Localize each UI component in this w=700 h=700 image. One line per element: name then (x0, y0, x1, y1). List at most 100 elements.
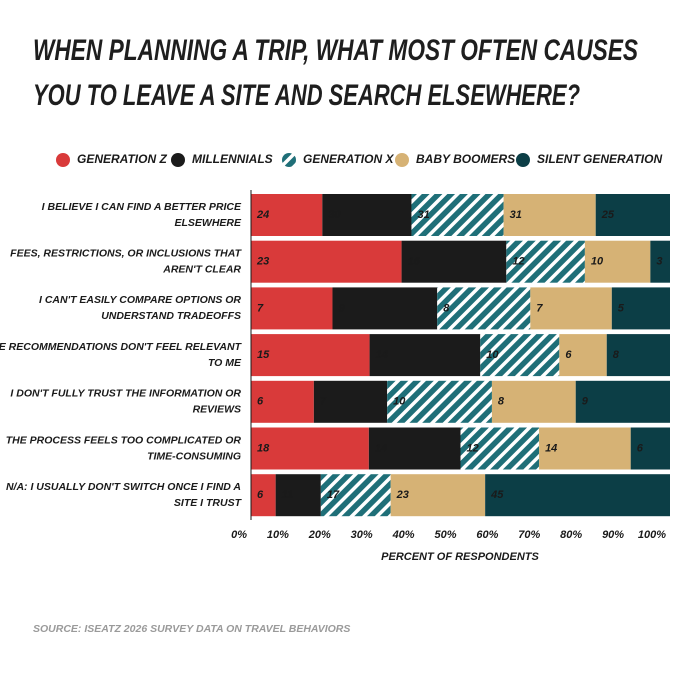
category-label: N/A: I USUALLY DON'T SWITCH ONCE I FIND … (6, 481, 241, 493)
bar-segment (275, 474, 321, 517)
category-label: UNDERSTAND TRADEOFFS (101, 310, 241, 322)
data-label: 16 (408, 256, 421, 268)
data-label: 31 (510, 209, 522, 221)
bar-segment (650, 240, 670, 283)
chart-title: WHEN PLANNING A TRIP, WHAT MOST OFTEN CA… (33, 34, 638, 67)
category-label: TIME-CONSUMING (147, 450, 241, 462)
bar-segment (437, 287, 531, 330)
category-label: ELSEWHERE (174, 217, 242, 229)
bar-segment (251, 194, 323, 236)
category-label: THE PROCESS FEELS TOO COMPLICATED OR (6, 434, 242, 446)
data-label: 14 (376, 349, 388, 361)
bar-segment (630, 427, 670, 470)
bar-segment (491, 380, 576, 423)
data-label: 10 (591, 256, 604, 268)
data-label: 11 (282, 489, 293, 501)
category-label: FEES, RESTRICTIONS, OR INCLUSIONS THAT (10, 247, 242, 259)
data-label: 12 (512, 256, 524, 268)
x-tick-label: 40% (392, 529, 415, 541)
bar-segment (251, 380, 314, 423)
bar-segment (251, 474, 276, 517)
bar-segment (368, 427, 461, 470)
legend-swatch (282, 153, 296, 167)
data-label: 45 (490, 489, 504, 501)
data-label: 17 (327, 489, 340, 501)
data-label: 6 (637, 442, 644, 454)
data-label: 10 (393, 396, 406, 408)
data-label: 23 (396, 489, 409, 501)
legend-label: SILENT GENERATION (537, 152, 662, 166)
data-label: 5 (618, 302, 625, 314)
bar-segment (320, 474, 391, 517)
data-label: 7 (536, 302, 543, 314)
category-label: REVIEWS (193, 404, 241, 416)
bar-segment (387, 380, 492, 423)
bar-segment (332, 287, 438, 330)
data-label: 3 (656, 256, 662, 268)
bar-segment (251, 427, 369, 470)
bar-segment (503, 194, 596, 236)
bar-segment (411, 194, 504, 236)
bar-segment (595, 194, 670, 236)
data-label: 18 (257, 442, 270, 454)
data-label: 14 (545, 442, 557, 454)
bar-segment (251, 334, 370, 377)
x-tick-label: 10% (267, 529, 289, 541)
legend-label: GENERATION Z (77, 152, 167, 166)
data-label: 8 (613, 349, 620, 361)
data-label: 7 (257, 302, 264, 314)
legend-label: GENERATION X (303, 152, 394, 166)
data-label: 8 (443, 302, 450, 314)
data-label: 14 (375, 442, 387, 454)
bar-segment (401, 240, 507, 283)
bar-segment (485, 474, 670, 517)
bar-segment (322, 194, 412, 236)
x-tick-label: 80% (560, 529, 582, 541)
bar-segment (611, 287, 670, 330)
data-label: 24 (256, 209, 269, 221)
bar-segment (251, 240, 402, 283)
bar-segment (559, 334, 607, 377)
bar-segment (530, 287, 612, 330)
data-label: 7 (320, 396, 327, 408)
data-label: 6 (565, 349, 572, 361)
category-label: AREN'T CLEAR (162, 263, 241, 275)
category-label: I DON'T FULLY TRUST THE INFORMATION OR (10, 388, 241, 400)
chart-title: YOU TO LEAVE A SITE AND SEARCH ELSEWHERE… (33, 79, 580, 112)
data-label: 30 (328, 209, 341, 221)
data-label: 6 (257, 396, 264, 408)
source-note: SOURCE: ISEATZ 2026 SURVEY DATA ON TRAVE… (33, 623, 350, 635)
legend-label: BABY BOOMERS (416, 152, 515, 166)
legend-label: MILLENNIALS (192, 152, 273, 166)
x-tick-label: 70% (518, 529, 540, 541)
bar-segment (506, 240, 585, 283)
bar-segment (606, 334, 670, 377)
bar-segment (575, 380, 670, 423)
x-axis-label: PERCENT OF RESPONDENTS (381, 551, 539, 563)
category-label: I BELIEVE I CAN FIND A BETTER PRICE (42, 201, 242, 213)
x-tick-label: 30% (351, 529, 373, 541)
x-tick-label: 60% (476, 529, 498, 541)
bar-segment (460, 427, 540, 470)
data-label: 9 (582, 396, 589, 408)
category-label: THE RECOMMENDATIONS DON'T FEEL RELEVANT (0, 341, 243, 353)
bar-segment (251, 287, 333, 330)
bar-segment (390, 474, 486, 517)
category-label: SITE I TRUST (174, 497, 243, 509)
data-label: 6 (257, 489, 264, 501)
bar-segment (313, 380, 388, 423)
x-tick-label: 100% (638, 529, 666, 541)
legend-swatch (395, 153, 409, 167)
data-label: 8 (498, 396, 505, 408)
legend-swatch (171, 153, 185, 167)
legend-swatch (516, 153, 530, 167)
x-tick-label: 50% (434, 529, 456, 541)
data-label: 15 (257, 349, 270, 361)
data-label: 31 (417, 209, 429, 221)
data-label: 25 (601, 209, 615, 221)
data-label: 12 (467, 442, 479, 454)
bar-segment (369, 334, 481, 377)
bar-segment (584, 240, 651, 283)
x-tick-label: 20% (308, 529, 331, 541)
